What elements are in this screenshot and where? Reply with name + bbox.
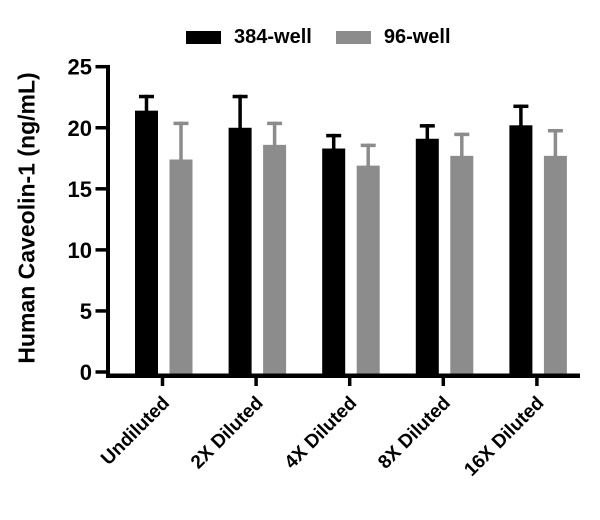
x-axis-label-2x-diluted: 2X Diluted <box>187 393 268 474</box>
y-tick-label-15: 15 <box>68 177 92 202</box>
error-bar-stem-96-well-undiluted <box>179 121 183 163</box>
bar-96-well-4x-diluted <box>356 165 380 375</box>
error-bar-cap-384-well-2x-diluted <box>232 94 248 99</box>
error-bar-stem-384-well-4x-diluted <box>331 133 336 152</box>
x-axis-label-4x-diluted: 4X Diluted <box>281 393 362 474</box>
error-bar-cap-96-well-16x-diluted <box>547 128 563 133</box>
y-tick-label-0: 0 <box>80 360 92 385</box>
legend-label-384-well: 384-well <box>234 26 312 48</box>
error-bar-cap-384-well-4x-diluted <box>326 133 342 138</box>
y-tick-10 <box>95 248 106 252</box>
x-tick-8x-diluted <box>441 378 446 386</box>
error-bar-stem-384-well-16x-diluted <box>519 104 523 129</box>
y-tick-0 <box>95 370 106 374</box>
bar-384-well-undiluted <box>135 110 158 375</box>
y-tick-5 <box>95 309 106 313</box>
bar-384-well-2x-diluted <box>228 127 252 375</box>
bar-96-well-undiluted <box>169 159 193 375</box>
y-tick-label-10: 10 <box>68 238 92 263</box>
x-axis-label-8x-diluted: 8X Diluted <box>374 393 455 474</box>
y-axis-line <box>106 64 110 378</box>
error-bar-cap-96-well-undiluted <box>173 121 189 126</box>
bar-384-well-16x-diluted <box>509 125 533 375</box>
error-bar-stem-96-well-8x-diluted <box>460 132 464 159</box>
error-bar-stem-384-well-undiluted <box>144 94 149 114</box>
error-bar-stem-96-well-16x-diluted <box>553 128 558 159</box>
error-bar-cap-384-well-16x-diluted <box>513 104 529 109</box>
y-tick-25 <box>95 64 106 69</box>
bar-384-well-4x-diluted <box>322 148 346 375</box>
error-bar-cap-384-well-8x-diluted <box>419 124 435 128</box>
legend-label-96-well: 96-well <box>383 26 451 48</box>
y-tick-20 <box>95 126 106 130</box>
error-bar-cap-384-well-undiluted <box>139 94 154 99</box>
x-tick-undiluted <box>160 378 165 386</box>
x-axis-label-16x-diluted: 16X Diluted <box>460 393 548 481</box>
bar-96-well-16x-diluted <box>543 155 567 375</box>
bar-384-well-8x-diluted <box>415 138 439 375</box>
y-tick-label-20: 20 <box>68 116 92 141</box>
error-bar-stem-96-well-2x-diluted <box>272 121 277 148</box>
bar-96-well-8x-diluted <box>450 155 474 375</box>
error-bar-cap-96-well-2x-diluted <box>267 121 283 126</box>
x-tick-4x-diluted <box>347 378 352 386</box>
x-tick-16x-diluted <box>535 378 539 386</box>
error-bar-cap-96-well-8x-diluted <box>454 132 470 137</box>
bar-96-well-2x-diluted <box>263 144 287 375</box>
legend-swatch-384-well-icon <box>186 31 221 44</box>
legend-swatch-96-well-icon <box>335 31 371 44</box>
x-axis-line <box>106 373 580 378</box>
error-bar-cap-96-well-4x-diluted <box>360 143 376 148</box>
y-tick-label-25: 25 <box>68 55 92 80</box>
error-bar-stem-384-well-8x-diluted <box>425 124 430 142</box>
y-tick-15 <box>95 187 106 191</box>
legend: 384-well 96-well <box>186 26 451 49</box>
x-axis-label-undiluted: Undiluted <box>97 393 174 470</box>
legend-item-96-well: 96-well <box>335 26 451 49</box>
x-tick-2x-diluted <box>254 378 258 386</box>
legend-item-384-well: 384-well <box>186 26 312 49</box>
error-bar-stem-384-well-2x-diluted <box>238 94 242 131</box>
error-bar-stem-96-well-4x-diluted <box>366 143 370 169</box>
y-tick-label-5: 5 <box>80 299 92 324</box>
